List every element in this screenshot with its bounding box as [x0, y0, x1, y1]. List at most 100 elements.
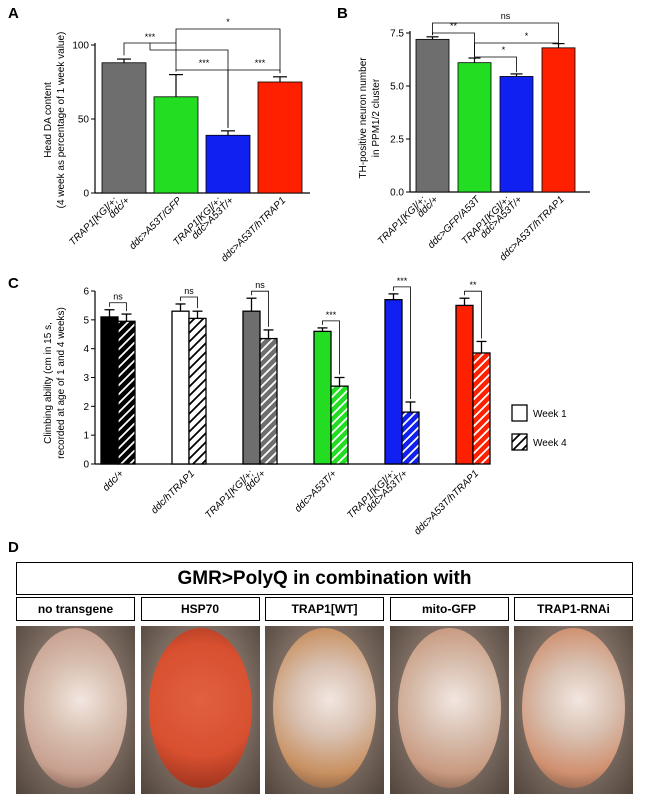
chart-c-sig-bracket: [322, 320, 340, 375]
panel-b-letter: B: [337, 5, 348, 22]
chart-c-ytick-label: 1: [83, 431, 89, 442]
legend-week4-label: Week 4: [533, 438, 567, 449]
chart-c-bar-week4: [117, 320, 136, 465]
eye-photo: [514, 626, 633, 794]
chart-c-bar-week1: [455, 304, 474, 465]
chart-c-ytick-label: 5: [83, 315, 89, 326]
eye-panel: HSP70: [140, 597, 260, 794]
chart-b-ylabel-line2: in PPM1/2 cluster: [371, 78, 382, 157]
chart-a-category-label: TRAP1[KG]/+;: [67, 195, 120, 248]
eye-panel-label: TRAP1[WT]: [265, 597, 384, 621]
chart-c-ytick-label: 2: [83, 402, 89, 413]
chart-a-sig-bracket-1: [175, 28, 281, 74]
chart-c-ylabel-line2: recorded at age of 1 and 4 weeks): [56, 307, 67, 459]
chart-a-ylabel-line2: (4 week as percentage of 1 week value): [56, 32, 67, 209]
chart-a-bar: [153, 96, 199, 194]
eye-photo: [140, 626, 260, 794]
chart-a-bar: [257, 81, 303, 194]
eye-image: [522, 628, 625, 788]
chart-b-sig-bracket-2: [474, 41, 559, 57]
chart-c-bar-week1: [313, 330, 332, 465]
chart-b-ytick-label: 5.0: [390, 82, 404, 93]
chart-b: TH-positive neuron number in PPM1/2 clus…: [358, 11, 590, 263]
eye-panel-label: no transgene: [16, 597, 135, 621]
chart-c-category-label: ddc/+: [101, 468, 126, 493]
chart-b-bar: [457, 62, 492, 193]
chart-c-bar-week4: [259, 337, 278, 465]
chart-b-sig-bracket-2-label: *: [525, 31, 529, 41]
chart-c-sig-bracket: [109, 302, 127, 312]
eye-image: [397, 628, 501, 788]
chart-b-bar: [541, 47, 576, 193]
chart-c-bar-week4: [188, 317, 207, 465]
chart-c-bar-week4: [472, 352, 491, 465]
panel-d-title: GMR>PolyQ in combination with: [16, 562, 633, 595]
chart-b-sig-bracket-ns-label: ns: [501, 11, 511, 21]
chart-c-sig-label: ns: [113, 292, 123, 302]
eye-panel-label: TRAP1-RNAi: [514, 597, 633, 621]
chart-a-sig-bracket-2-label: ***: [199, 58, 210, 68]
eye-photo: [389, 626, 509, 794]
panel-d-letter: D: [8, 539, 19, 556]
chart-c-bar-week1: [384, 298, 403, 465]
chart-a-bar: [205, 134, 251, 194]
eye-panel: no transgene: [16, 597, 135, 794]
eye-panel: mito-GFP: [389, 597, 509, 794]
chart-c-sig-label: ns: [184, 286, 194, 296]
figure-charts: A B C Head DA content (4 week as percent…: [8, 5, 590, 556]
chart-c-ytick-label: 0: [83, 460, 89, 471]
eye-image: [24, 628, 127, 788]
chart-c-bar-week1: [171, 310, 190, 465]
chart-c-category-label: ddc/hTRAP1: [149, 468, 197, 516]
chart-b-sig-bracket-1: [474, 56, 517, 73]
chart-c-bar-week4: [330, 385, 349, 465]
chart-c-category-label: ddc>A53T/+: [293, 468, 339, 514]
panel-a-letter: A: [8, 5, 19, 22]
chart-c-category-label: ddc>A53T/hTRAP1: [412, 468, 481, 537]
chart-c-sig-bracket: [251, 290, 269, 327]
chart-b-bar: [415, 38, 450, 193]
eye-panel: TRAP1[WT]: [265, 597, 384, 794]
chart-c-ytick-label: 3: [83, 373, 89, 384]
legend-week1-label: Week 1: [533, 409, 567, 420]
chart-c-ylabel-line1: Climbing ability (cm in 15 s,: [43, 322, 54, 444]
chart-c-sig-label: ***: [326, 310, 337, 320]
chart-c-category-label: TRAP1[KG]/+;: [203, 468, 256, 521]
eye-panel-label: mito-GFP: [389, 597, 509, 621]
chart-b-category-label: TRAP1[KG]/+;: [376, 194, 429, 247]
chart-c-legend: Week 1 Week 4: [511, 404, 567, 451]
chart-c-bar-week1: [242, 310, 261, 465]
chart-a-sig-bracket-0-label: ***: [145, 32, 156, 42]
chart-a-ytick-label: 100: [72, 41, 89, 52]
chart-c-ytick-label: 6: [83, 287, 89, 298]
legend-week1-swatch: [511, 404, 528, 422]
chart-b-ytick-label: 2.5: [390, 135, 404, 146]
chart-b-ytick-label: 7.5: [390, 29, 404, 40]
chart-a-bar: [101, 62, 147, 194]
chart-a-sig-bracket-1-label: *: [226, 17, 230, 27]
eye-image: [148, 628, 252, 788]
chart-c-sig-label: ns: [255, 280, 265, 290]
chart-c-bar-week1: [100, 316, 119, 465]
chart-c: Climbing ability (cm in 15 s, recorded a…: [43, 276, 491, 537]
eye-image: [273, 628, 376, 788]
chart-a-ytick-label: 0: [83, 189, 89, 200]
legend-week4-swatch: [511, 433, 528, 451]
chart-b-ylabel-line1: TH-positive neuron number: [358, 57, 369, 179]
chart-b-sig-bracket-ns: [432, 22, 559, 42]
chart-a-ytick-label: 50: [78, 115, 90, 126]
chart-a-sig-bracket-3-label: ***: [255, 58, 266, 68]
chart-b-sig-bracket-1-label: *: [502, 45, 506, 55]
chart-a-sig-bracket-3: [227, 69, 281, 127]
chart-a-ylabel-line1: Head DA content: [43, 82, 54, 158]
chart-a: Head DA content (4 week as percentage of…: [43, 17, 310, 264]
chart-c-sig-bracket: [393, 286, 411, 400]
chart-c-bar-week4: [401, 411, 420, 465]
chart-b-bar: [499, 76, 534, 193]
chart-c-ytick-label: 4: [83, 344, 89, 355]
chart-c-sig-label: ***: [397, 276, 408, 286]
chart-c-sig-label: **: [469, 280, 477, 290]
eye-photo: [16, 626, 135, 794]
eye-photo: [265, 626, 384, 794]
chart-c-sig-bracket: [180, 296, 198, 309]
